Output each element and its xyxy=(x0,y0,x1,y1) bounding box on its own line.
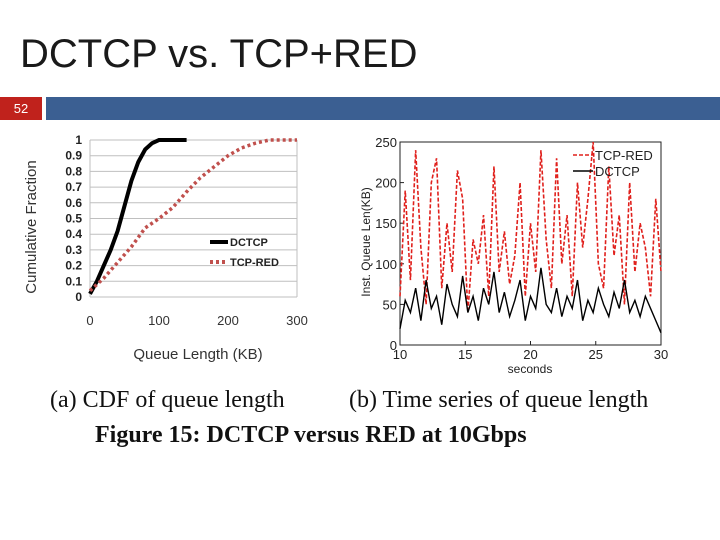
time-series-legend-label: TCP-RED xyxy=(595,148,653,163)
cdf-series-line-dctcp xyxy=(88,138,187,295)
cdf-x-tick-label: 100 xyxy=(148,313,170,328)
cdf-legend-label: TCP-RED xyxy=(230,257,279,269)
cdf-x-tick-labels: 0 100 200 300 xyxy=(86,313,307,328)
cdf-series-group xyxy=(88,138,297,295)
cdf-y-tick-label: 0.2 xyxy=(65,259,82,273)
cdf-legend-label: DCTCP xyxy=(230,237,268,249)
time-series-y-tick-label: 0 xyxy=(390,338,397,353)
cdf-x-tick-label: 0 xyxy=(86,313,93,328)
subfigure-a-caption: (a) CDF of queue length xyxy=(50,387,285,413)
cdf-y-tick-label: 0.1 xyxy=(65,274,82,288)
slide-number-badge: 52 xyxy=(0,97,42,120)
cdf-x-tick-label: 200 xyxy=(217,313,239,328)
time-series-y-tick-label: 150 xyxy=(375,216,397,231)
cdf-x-tick-label: 300 xyxy=(286,313,308,328)
title-underline-bar xyxy=(46,97,720,120)
time-series-x-tick-label: 15 xyxy=(458,347,472,362)
cdf-y-tick-label: 0.7 xyxy=(65,180,82,194)
cdf-gridlines xyxy=(89,139,298,298)
time-series-x-tick-label: 20 xyxy=(523,347,537,362)
time-series-x-tick-labels: 10 15 20 25 30 xyxy=(393,347,668,362)
time-series-y-axis-label: Inst. Queue Len(KB) xyxy=(359,187,373,296)
cdf-y-tick-label: 0.5 xyxy=(65,212,82,226)
time-series-x-axis-label: seconds xyxy=(508,362,553,376)
time-series-legend-label: DCTCP xyxy=(595,164,640,179)
slide-title: DCTCP vs. TCP+RED xyxy=(20,32,418,76)
cdf-y-tick-label: 0.3 xyxy=(65,243,82,257)
subfigure-b-caption: (b) Time series of queue length xyxy=(349,387,649,413)
cdf-y-tick-label: 0.9 xyxy=(65,149,82,163)
time-series-line-dctcp xyxy=(399,267,662,334)
cdf-chart: 0 0.10.2 0.3 0.40.5 0.6 0.7 0.80.9 1 0 100 200 300… xyxy=(23,133,308,363)
time-series-y-tick-labels: 0 50 100 150 200 250 xyxy=(375,135,397,353)
cdf-legend: DCTCP TCP-RED xyxy=(210,237,279,269)
cdf-series-line-tcp-red xyxy=(88,138,297,293)
time-series-y-tick-label: 100 xyxy=(375,257,397,272)
time-series-y-tick-label: 50 xyxy=(383,297,397,312)
time-series-x-tick-label: 10 xyxy=(393,347,407,362)
cdf-y-tick-label: 0 xyxy=(75,290,82,304)
time-series-y-tick-label: 200 xyxy=(375,176,397,191)
cdf-y-tick-label: 0.4 xyxy=(65,227,82,241)
time-series-series-group xyxy=(399,141,662,334)
cdf-y-tick-label: 1 xyxy=(75,133,82,147)
cdf-x-axis-label: Queue Length (KB) xyxy=(133,346,262,363)
cdf-y-tick-label: 0.8 xyxy=(65,164,82,178)
cdf-y-axis-label: Cumulative Fraction xyxy=(23,160,40,293)
time-series-frame xyxy=(399,141,662,346)
cdf-y-tick-label: 0.6 xyxy=(65,196,82,210)
time-series-x-tick-label: 25 xyxy=(589,347,603,362)
figure-caption: Figure 15: DCTCP versus RED at 10Gbps xyxy=(95,422,527,448)
time-series-line-tcp-red xyxy=(399,141,662,313)
time-series-x-tick-label: 30 xyxy=(654,347,668,362)
cdf-y-tick-labels: 0 0.10.2 0.3 0.40.5 0.6 0.7 0.80.9 1 xyxy=(65,133,82,304)
time-series-y-tick-label: 250 xyxy=(375,135,397,150)
